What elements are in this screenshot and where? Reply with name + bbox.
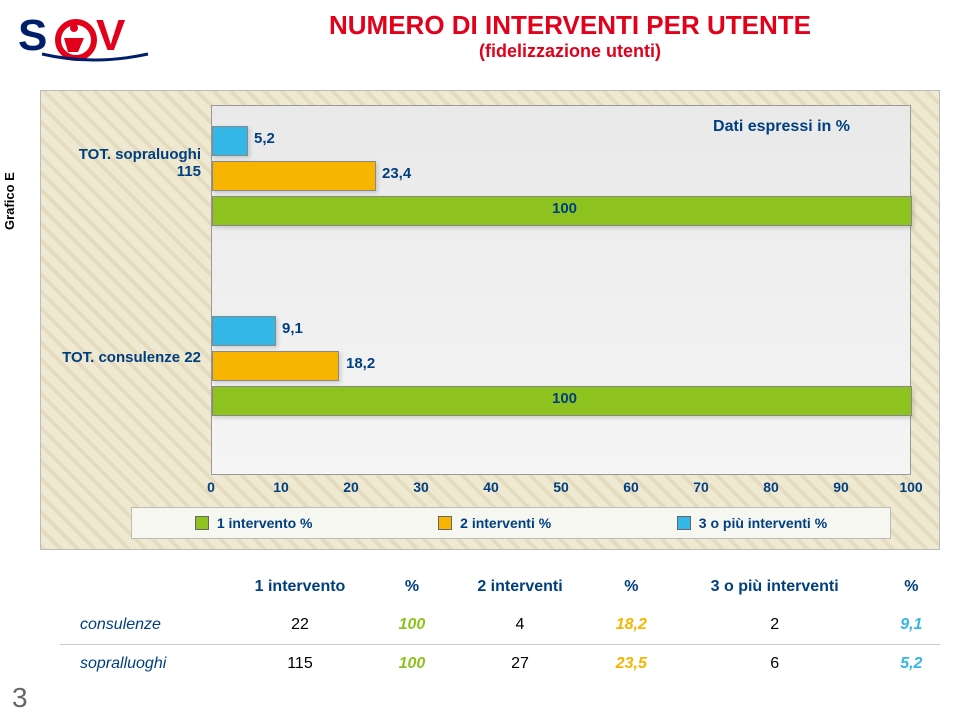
svg-text:S: S [18, 11, 47, 60]
bar-label: 9,1 [282, 320, 303, 337]
x-tick: 80 [763, 479, 779, 495]
x-tick: 90 [833, 479, 849, 495]
bar-label: 5,2 [254, 130, 275, 147]
x-tick: 20 [343, 479, 359, 495]
cat-text: TOT. consulenze 22 [51, 349, 201, 366]
bar-s3 [212, 126, 248, 156]
title-line2: (fidelizzazione utenti) [210, 41, 930, 62]
legend-label: 1 intervento % [217, 515, 313, 531]
legend-swatch [677, 516, 691, 530]
col-header: 3 o più interventi [667, 568, 883, 606]
bar-s3 [212, 316, 276, 346]
x-tick: 70 [693, 479, 709, 495]
cell-pct: 100 [380, 645, 444, 684]
row-head: sopralluoghi [60, 645, 220, 684]
chart-annotation: Dati espressi in % [713, 118, 850, 136]
category-label-consulenze: TOT. consulenze 22 [51, 349, 201, 366]
cell-pct: 18,2 [596, 606, 667, 645]
legend-label: 3 o più interventi % [699, 515, 827, 531]
x-tick: 50 [553, 479, 569, 495]
svg-text:V: V [96, 11, 126, 60]
table-row: consulenze 22 100 4 18,2 2 9,1 [60, 606, 940, 645]
side-label: Grafico E [2, 172, 17, 230]
cell: 4 [444, 606, 596, 645]
cell: 6 [667, 645, 883, 684]
x-tick: 60 [623, 479, 639, 495]
table-header-row: 1 intervento % 2 interventi % 3 o più in… [60, 568, 940, 606]
col-header: % [596, 568, 667, 606]
legend-item: 2 interventi % [438, 515, 551, 531]
cell: 115 [220, 645, 380, 684]
table-row: sopralluoghi 115 100 27 23,5 6 5,2 [60, 645, 940, 684]
col-header: % [883, 568, 940, 606]
category-label-sopraluoghi: TOT. sopraluoghi 115 [51, 146, 201, 180]
bar-label: 23,4 [382, 165, 411, 182]
chart-container: TOT. sopraluoghi 115 TOT. consulenze 22 … [40, 90, 940, 550]
page-number: 3 [12, 682, 28, 714]
page-title: NUMERO DI INTERVENTI PER UTENTE (fideliz… [210, 10, 930, 62]
x-tick: 30 [413, 479, 429, 495]
cell-pct: 23,5 [596, 645, 667, 684]
col-header: 2 interventi [444, 568, 596, 606]
cell-pct: 5,2 [883, 645, 940, 684]
bar-s2 [212, 161, 376, 191]
x-tick: 100 [899, 479, 922, 495]
cell-pct: 100 [380, 606, 444, 645]
cat-text: TOT. sopraluoghi [51, 146, 201, 163]
legend-label: 2 interventi % [460, 515, 551, 531]
data-table: 1 intervento % 2 interventi % 3 o più in… [60, 568, 940, 683]
bar-label: 100 [552, 390, 577, 407]
row-head: consulenze [60, 606, 220, 645]
x-tick: 40 [483, 479, 499, 495]
legend-item: 1 intervento % [195, 515, 313, 531]
cell: 27 [444, 645, 596, 684]
bar-label: 18,2 [346, 355, 375, 372]
col-header: % [380, 568, 444, 606]
x-tick: 10 [273, 479, 289, 495]
cell: 22 [220, 606, 380, 645]
bar-s2 [212, 351, 339, 381]
x-axis: 0 10 20 30 40 50 60 70 80 90 100 [211, 479, 911, 499]
col-header: 1 intervento [220, 568, 380, 606]
title-line1: NUMERO DI INTERVENTI PER UTENTE [210, 10, 930, 41]
x-tick: 0 [207, 479, 215, 495]
legend-swatch [438, 516, 452, 530]
bar-label: 100 [552, 200, 577, 217]
cell-pct: 9,1 [883, 606, 940, 645]
logo: S V [18, 8, 168, 68]
cat-text: 115 [51, 163, 201, 180]
cell: 2 [667, 606, 883, 645]
legend-item: 3 o più interventi % [677, 515, 827, 531]
legend-swatch [195, 516, 209, 530]
chart-plot-area: Dati espressi in % 5,2 23,4 100 9,1 18,2… [211, 105, 911, 475]
chart-legend: 1 intervento % 2 interventi % 3 o più in… [131, 507, 891, 539]
